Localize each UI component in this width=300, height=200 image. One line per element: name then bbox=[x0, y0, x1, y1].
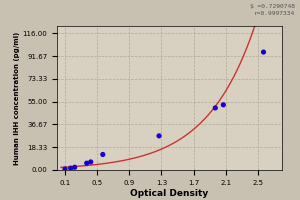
Point bbox=[84, 162, 89, 165]
X-axis label: Optical Density: Optical Density bbox=[130, 188, 208, 198]
Point bbox=[213, 106, 218, 110]
Point bbox=[157, 134, 161, 137]
Point bbox=[88, 160, 93, 164]
Point bbox=[63, 167, 68, 171]
Point bbox=[68, 167, 73, 170]
Text: $ =0.7290748
r=0.9997334: $ =0.7290748 r=0.9997334 bbox=[250, 4, 296, 16]
Point bbox=[261, 50, 266, 54]
Point bbox=[221, 103, 226, 106]
Point bbox=[72, 166, 77, 169]
Y-axis label: Human IHH concentration (pg/ml): Human IHH concentration (pg/ml) bbox=[14, 31, 20, 165]
Point bbox=[100, 153, 105, 156]
